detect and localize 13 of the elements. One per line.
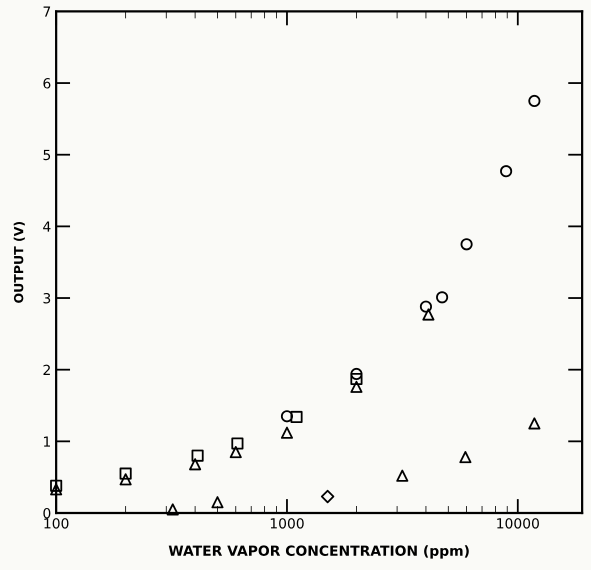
x-tick-label: 100: [44, 518, 68, 529]
y-tick-label: 5: [44, 150, 50, 160]
x-tick-label: 1000: [270, 518, 304, 529]
y-tick-label: 0: [43, 508, 50, 518]
x-axis-title: WATER VAPOR CONCENTRATION (ppm): [168, 545, 469, 559]
y-tick-label: 2: [43, 364, 50, 375]
x-tick-label: 10000: [497, 518, 539, 529]
y-axis-title: OUTPUT (V): [14, 222, 25, 303]
y-tick-label: 6: [43, 78, 50, 89]
y-tick-label: 3: [44, 292, 50, 304]
y-tick-label: 1: [44, 436, 50, 447]
y-tick-label: 7: [44, 6, 50, 17]
y-tick-label: 4: [43, 222, 51, 232]
